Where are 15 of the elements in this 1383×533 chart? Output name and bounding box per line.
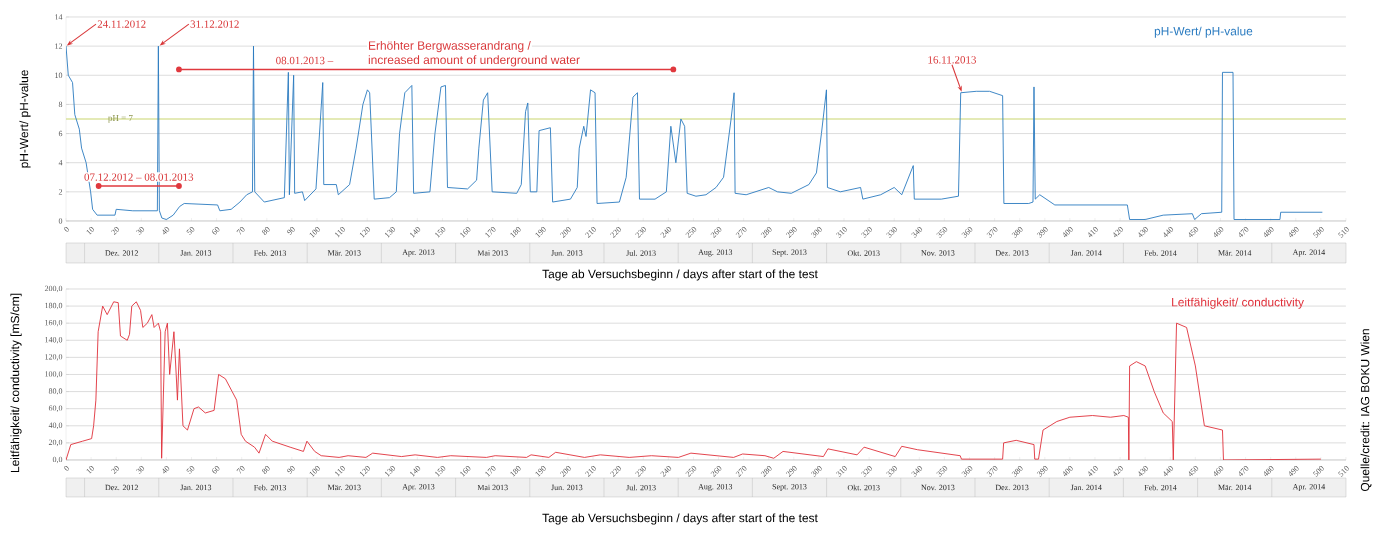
x-axis-title: Tage ab Versuchsbeginn / days after start of the test [542, 513, 818, 525]
annotation: 08.01.2013 – [276, 56, 334, 65]
text: pH-Wert/ pH-value [1154, 26, 1253, 38]
annotation: 07.12.2012 – 08.01.2013 [84, 173, 194, 181]
annotation: Erhöhter Bergwasserandrang / [369, 41, 531, 53]
annotation: increased amount of underground water [368, 55, 580, 67]
x-axis-title: Tage ab Versuchsbeginn / days after start of the test [542, 269, 818, 281]
series-label: Leitfähigkeit/ conductivity [1172, 297, 1304, 309]
annotation: 16.11.2013 [928, 56, 976, 64]
annotation: 24.11.2012 [97, 20, 146, 28]
y-axis-title: Leitfähigkeit/ conductivity [mS/cm] [10, 293, 22, 473]
ref-line-label: pH = 7 [108, 115, 133, 123]
y-axis-title: pH-Wert/ pH-value [19, 70, 31, 168]
source-note: Quelle/credit: IAG BOKU Wien [1360, 329, 1372, 492]
annotation: 31.12.2012 [190, 20, 239, 28]
